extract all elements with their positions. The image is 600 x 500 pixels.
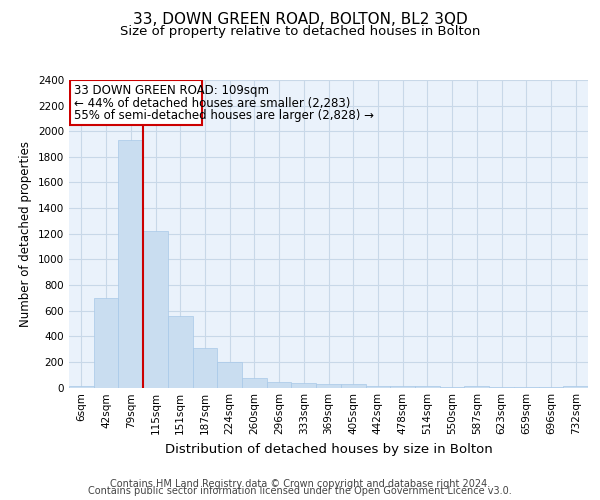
Bar (69, 386, 94, 388)
Bar (341, 384, 365, 388)
Text: Size of property relative to detached houses in Bolton: Size of property relative to detached ho… (120, 25, 480, 38)
Text: ← 44% of detached houses are smaller (2,283): ← 44% of detached houses are smaller (2,… (74, 96, 350, 110)
Text: 55% of semi-detached houses are larger (2,828) →: 55% of semi-detached houses are larger (… (74, 110, 374, 122)
Bar (440, 387, 464, 388)
Bar (292, 383, 316, 388)
Bar (563, 386, 588, 388)
Text: 33, DOWN GREEN ROAD, BOLTON, BL2 3QD: 33, DOWN GREEN ROAD, BOLTON, BL2 3QD (133, 12, 467, 28)
Bar (514, 387, 539, 388)
Bar (267, 382, 292, 388)
Bar (415, 386, 440, 388)
Bar (242, 378, 267, 388)
Text: Contains HM Land Registry data © Crown copyright and database right 2024.: Contains HM Land Registry data © Crown c… (110, 479, 490, 489)
Text: Contains public sector information licensed under the Open Government Licence v3: Contains public sector information licen… (88, 486, 512, 496)
Bar (539, 387, 563, 388)
Bar (489, 387, 514, 388)
Bar (316, 384, 341, 388)
Y-axis label: Number of detached properties: Number of detached properties (19, 141, 32, 327)
Text: 33 DOWN GREEN ROAD: 109sqm: 33 DOWN GREEN ROAD: 109sqm (74, 84, 269, 97)
Bar (217, 362, 242, 388)
Bar (118, 140, 143, 388)
Bar (94, 298, 118, 388)
X-axis label: Distribution of detached houses by size in Bolton: Distribution of detached houses by size … (164, 443, 493, 456)
Bar (365, 386, 390, 388)
Bar (464, 386, 489, 388)
Bar (143, 230, 168, 388)
Bar (193, 348, 217, 388)
Bar (168, 316, 193, 388)
Bar (390, 386, 415, 388)
Bar (70, 80, 202, 125)
